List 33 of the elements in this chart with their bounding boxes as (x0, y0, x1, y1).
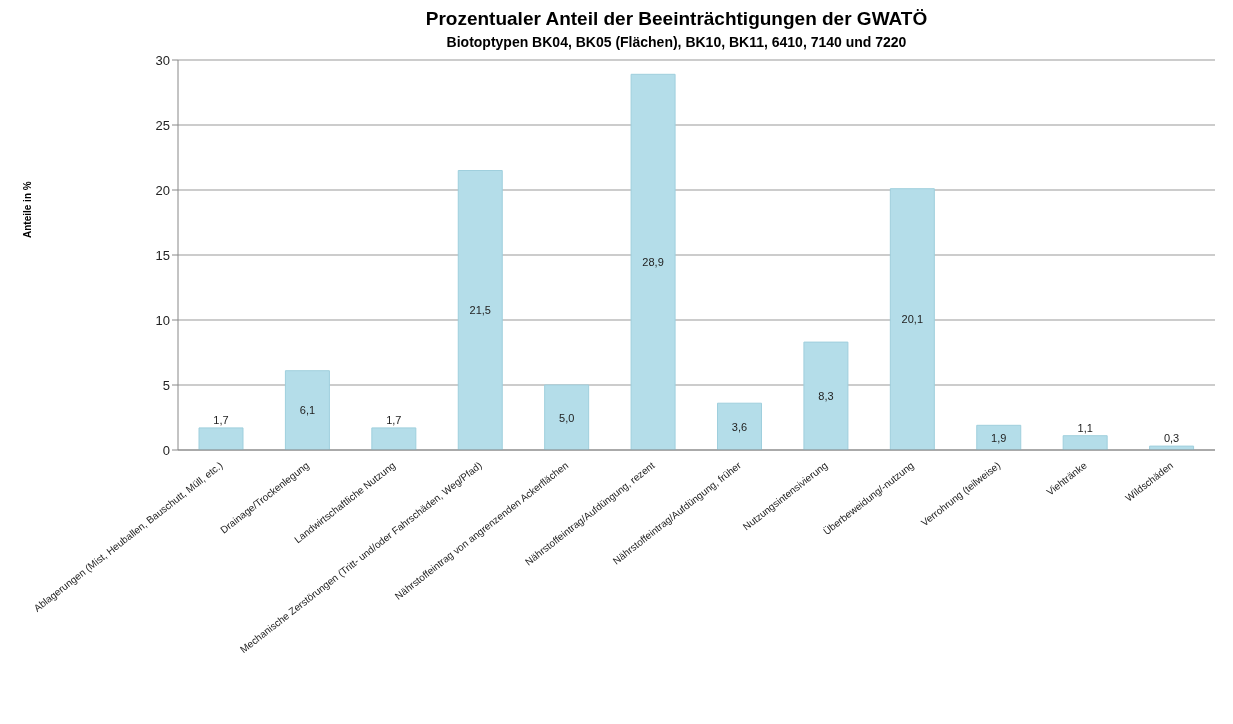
chart-subtitle: Biotoptypen BK04, BK05 (Flächen), BK10, BK11, 6410, 7140 und 7220 (445, 34, 908, 50)
data-label: 21,5 (469, 304, 491, 317)
data-label: 8,3 (818, 390, 834, 403)
data-label: 20,1 (901, 313, 924, 326)
data-label: 6,1 (299, 404, 316, 417)
data-label: 0,3 (1163, 432, 1180, 445)
y-tick-label: 20 (155, 182, 170, 198)
y-tick-label: 0 (162, 442, 170, 458)
chart-title: Prozentualer Anteil der Beeinträchtigungen der GWATÖ (424, 8, 929, 30)
bar (803, 341, 849, 450)
data-label: 5,0 (559, 411, 575, 424)
data-label: 1,9 (991, 431, 1007, 444)
y-tick-label: 30 (155, 52, 170, 68)
data-label: 28,9 (642, 256, 664, 269)
bar (1149, 445, 1195, 450)
bar (717, 402, 762, 450)
data-label: 1,7 (386, 413, 402, 426)
bar (630, 73, 676, 450)
y-tick-label: 25 (155, 117, 170, 133)
bar (198, 427, 244, 450)
bar (544, 384, 590, 450)
y-tick-label: 5 (162, 377, 170, 393)
bar (371, 427, 417, 450)
data-label: 1,7 (213, 413, 229, 426)
data-label: 1,1 (1077, 421, 1093, 434)
bar (889, 188, 935, 450)
y-axis-title: Anteile in % (22, 181, 33, 238)
bar (457, 170, 503, 450)
data-label: 3,6 (731, 420, 748, 433)
bar (284, 370, 330, 450)
y-tick-label: 15 (155, 247, 170, 263)
bar (1062, 435, 1108, 450)
y-tick-label: 10 (155, 312, 170, 328)
